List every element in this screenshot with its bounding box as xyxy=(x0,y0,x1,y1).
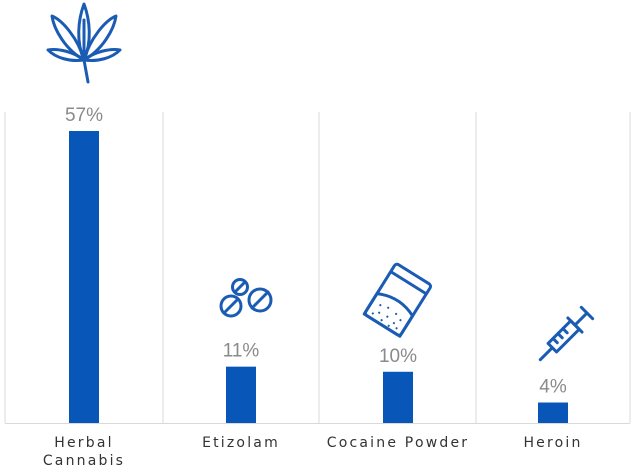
category-label: Heroin xyxy=(523,435,582,451)
category-labels-group: Herbal Cannabis Etizolam Cocaine Powder Hero… xyxy=(43,435,582,469)
cannabis-leaf-icon xyxy=(48,4,120,82)
bar xyxy=(538,402,568,423)
icons-group xyxy=(48,4,594,367)
syringe-icon xyxy=(533,306,594,367)
value-label: 11% xyxy=(223,341,260,362)
value-label: 10% xyxy=(379,346,417,367)
category-label: Cannabis xyxy=(43,453,125,469)
value-label: 4% xyxy=(539,377,567,398)
pills-icon xyxy=(221,280,271,317)
value-label: 57% xyxy=(65,105,103,126)
category-label: Etizolam xyxy=(202,435,280,451)
bar xyxy=(226,366,256,423)
bars-group xyxy=(69,131,568,423)
category-label: Cocaine Powder xyxy=(327,435,469,451)
value-labels-group: 57% 11% 10% 4% xyxy=(65,105,567,398)
category-label: Herbal xyxy=(54,435,113,451)
bar xyxy=(383,371,413,423)
column-dividers xyxy=(4,112,631,423)
powder-bag-icon xyxy=(364,263,431,336)
bar xyxy=(69,131,99,423)
